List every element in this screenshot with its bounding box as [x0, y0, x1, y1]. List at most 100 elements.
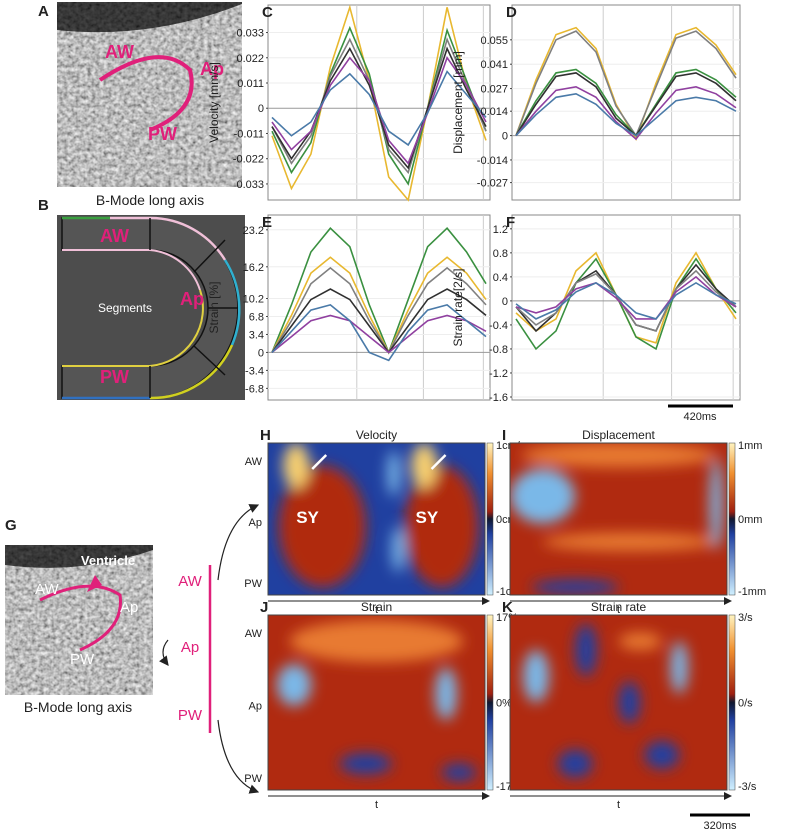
annotation-arrow: [430, 454, 447, 470]
y-tick-label: 0.033: [236, 28, 264, 40]
region-label: AW: [100, 226, 129, 246]
caption: B-Mode long axis: [24, 699, 132, 715]
axis-label: Ap: [181, 639, 199, 656]
y-tick-label: -1.6: [489, 392, 508, 404]
plot-area: [267, 4, 491, 201]
y-tick-label: 0: [502, 296, 508, 308]
axis-label: AW: [178, 573, 202, 590]
panel-label: E: [262, 214, 272, 231]
center-label: Segments: [98, 301, 152, 315]
y-tick-label: -6.8: [245, 383, 264, 395]
y-tick-label: 3.4: [249, 329, 264, 341]
series-line: [515, 275, 737, 320]
series-line: [515, 251, 737, 344]
shading: [57, 2, 242, 33]
series-line: [515, 269, 737, 332]
colorbar-label: 0mm: [738, 514, 762, 526]
y-tick-label: 10.2: [243, 294, 264, 306]
blob: [542, 532, 717, 551]
outline: [98, 55, 194, 132]
series-line: [271, 303, 487, 362]
plot-area: [511, 4, 741, 201]
arrow: [217, 719, 260, 794]
shading: [5, 545, 153, 568]
y-axis-title: Strain rate[2/s]: [451, 268, 465, 346]
ultrasound-image: [57, 2, 242, 187]
annotation: SY: [296, 508, 319, 527]
blob: [391, 526, 405, 573]
region-label: Ap: [180, 289, 204, 309]
heatmap-frame: [267, 442, 486, 596]
blob: [520, 443, 717, 468]
blob: [283, 443, 310, 489]
y-tick-label: -0.011: [234, 128, 264, 140]
heatmap-blobs: [278, 443, 479, 588]
divider: [149, 218, 238, 398]
colorbar-label: -1mm: [738, 586, 766, 598]
blob: [276, 664, 312, 706]
colorbar-label: 1mm: [738, 440, 762, 452]
series-line: [515, 257, 737, 351]
blob: [618, 681, 641, 724]
heatmap-frame: [509, 442, 728, 596]
scale-label: 420ms: [683, 411, 717, 423]
row-label: PW: [244, 578, 262, 590]
row-label: Ap: [249, 517, 262, 529]
y-tick-label: 0.8: [493, 248, 508, 260]
x-axis-label: t: [375, 799, 378, 811]
blob: [339, 753, 392, 775]
y-tick-label: 16.2: [243, 262, 264, 274]
row-label: Ap: [249, 701, 262, 713]
panel-label: I: [502, 427, 506, 444]
x-axis-label: t: [617, 604, 620, 616]
y-tick-label: 0.033: [236, 179, 264, 191]
y-tick-label: 0: [258, 103, 264, 115]
annotation: SY: [416, 508, 439, 527]
blob: [289, 620, 464, 663]
region-label: AW: [35, 581, 59, 598]
blob: [278, 465, 366, 588]
heatmap-title: Strain rate: [591, 600, 647, 614]
series-line: [271, 256, 487, 355]
scale-label: 320ms: [703, 820, 737, 832]
caption: B-Mode long axis: [96, 192, 204, 208]
blob: [411, 443, 438, 489]
heatmap-title: Velocity: [356, 428, 397, 442]
colorbar-label: 0/s: [738, 698, 753, 710]
row-label: PW: [244, 773, 262, 785]
heatmap: [268, 443, 485, 595]
heatmap-blobs: [276, 620, 477, 782]
blob: [670, 641, 688, 694]
edge: [110, 216, 227, 261]
panel-label: B: [38, 197, 49, 214]
y-axis-title: Velocity [mm/s]: [207, 62, 221, 143]
x-axis-label: t: [375, 604, 378, 616]
panel-label: A: [38, 3, 49, 20]
series-line: [515, 30, 737, 138]
heatmap: [510, 615, 727, 790]
blob: [557, 749, 593, 778]
arrow: [217, 504, 260, 581]
pointer: [87, 575, 102, 592]
colorbar: [486, 442, 494, 596]
colorbar: [728, 614, 736, 791]
heatmap-title: Strain: [361, 600, 392, 614]
axis-label: PW: [178, 707, 203, 724]
heatmap-title: Displacement: [582, 428, 655, 442]
title: Ventricle: [81, 553, 135, 568]
edge: [62, 289, 204, 367]
y-tick-label: 1.2: [493, 224, 508, 236]
y-tick-label: 0.055: [480, 35, 508, 47]
series-line: [515, 72, 737, 137]
panel-label: K: [502, 599, 513, 616]
y-tick-label: -0.027: [477, 178, 508, 190]
y-tick-label: 0.011: [237, 78, 264, 90]
row-label: AW: [245, 628, 263, 640]
series-line: [271, 266, 487, 355]
y-tick-label: -0.8: [489, 344, 508, 356]
region-label: AW: [105, 42, 134, 62]
y-tick-label: 0: [502, 131, 508, 143]
plot-area: [511, 214, 741, 401]
heatmap-frame: [267, 614, 486, 791]
heatmap-blobs: [523, 623, 688, 778]
